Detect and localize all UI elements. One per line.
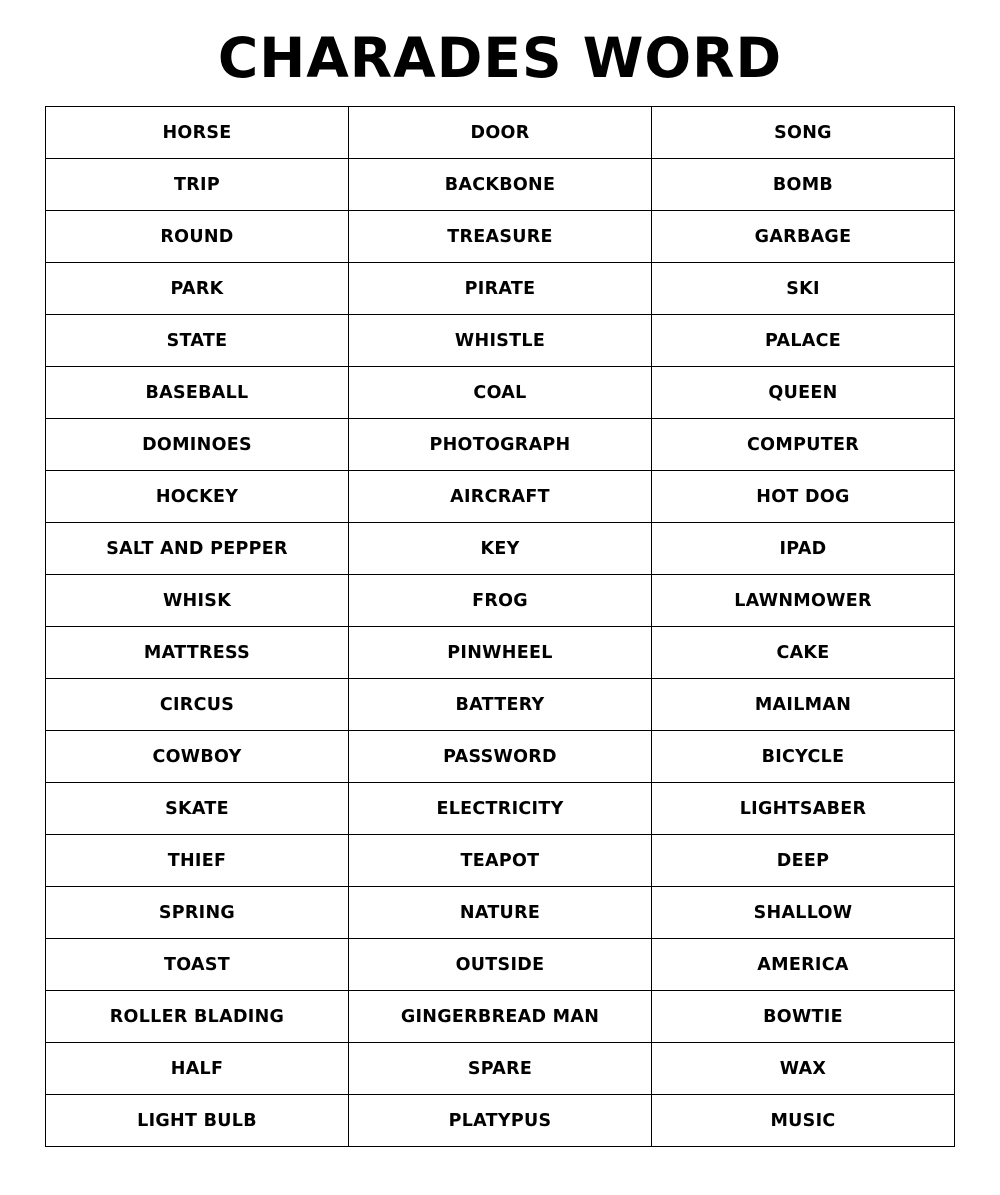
- word-cell: TREASURE: [348, 210, 652, 263]
- word-cell: GINGERBREAD MAN: [348, 990, 652, 1043]
- word-cell: QUEEN: [651, 366, 955, 419]
- table-row: PARK PIRATE SKI: [45, 262, 955, 315]
- word-cell: LIGHT BULB: [45, 1094, 349, 1147]
- word-cell: WAX: [651, 1042, 955, 1095]
- table-row: HALF SPARE WAX: [45, 1042, 955, 1095]
- word-cell: HALF: [45, 1042, 349, 1095]
- word-cell: COAL: [348, 366, 652, 419]
- word-cell: ELECTRICITY: [348, 782, 652, 835]
- word-cell: BATTERY: [348, 678, 652, 731]
- word-cell: SKI: [651, 262, 955, 315]
- word-cell: HOCKEY: [45, 470, 349, 523]
- word-cell: STATE: [45, 314, 349, 367]
- word-cell: SPRING: [45, 886, 349, 939]
- table-row: CIRCUS BATTERY MAILMAN: [45, 678, 955, 731]
- table-row: COWBOY PASSWORD BICYCLE: [45, 730, 955, 783]
- table-row: HORSE DOOR SONG: [45, 106, 955, 159]
- table-row: STATE WHISTLE PALACE: [45, 314, 955, 367]
- table-row: TOAST OUTSIDE AMERICA: [45, 938, 955, 991]
- word-cell: HOT DOG: [651, 470, 955, 523]
- word-cell: SONG: [651, 106, 955, 159]
- word-cell: MUSIC: [651, 1094, 955, 1147]
- word-cell: SHALLOW: [651, 886, 955, 939]
- word-cell: MAILMAN: [651, 678, 955, 731]
- word-cell: THIEF: [45, 834, 349, 887]
- word-cell: GARBAGE: [651, 210, 955, 263]
- word-cell: AIRCRAFT: [348, 470, 652, 523]
- table-row: HOCKEY AIRCRAFT HOT DOG: [45, 470, 955, 523]
- word-cell: LIGHTSABER: [651, 782, 955, 835]
- table-row: WHISK FROG LAWNMOWER: [45, 574, 955, 627]
- page-title: CHARADES WORD: [217, 26, 783, 90]
- word-cell: PALACE: [651, 314, 955, 367]
- word-cell: BASEBALL: [45, 366, 349, 419]
- word-cell: DEEP: [651, 834, 955, 887]
- table-row: DOMINOES PHOTOGRAPH COMPUTER: [45, 418, 955, 471]
- table-row: SALT AND PEPPER KEY IPAD: [45, 522, 955, 575]
- word-cell: ROLLER BLADING: [45, 990, 349, 1043]
- word-cell: SPARE: [348, 1042, 652, 1095]
- word-cell: COMPUTER: [651, 418, 955, 471]
- word-cell: COWBOY: [45, 730, 349, 783]
- table-row: SPRING NATURE SHALLOW: [45, 886, 955, 939]
- word-cell: AMERICA: [651, 938, 955, 991]
- word-cell: PARK: [45, 262, 349, 315]
- word-cell: BACKBONE: [348, 158, 652, 211]
- word-cell: NATURE: [348, 886, 652, 939]
- word-cell: DOOR: [348, 106, 652, 159]
- word-cell: TRIP: [45, 158, 349, 211]
- word-cell: CAKE: [651, 626, 955, 679]
- word-cell: ROUND: [45, 210, 349, 263]
- word-cell: WHISTLE: [348, 314, 652, 367]
- word-cell: FROG: [348, 574, 652, 627]
- table-row: ROLLER BLADING GINGERBREAD MAN BOWTIE: [45, 990, 955, 1043]
- word-cell: PINWHEEL: [348, 626, 652, 679]
- word-cell: WHISK: [45, 574, 349, 627]
- word-cell: DOMINOES: [45, 418, 349, 471]
- word-cell: SKATE: [45, 782, 349, 835]
- word-cell: PIRATE: [348, 262, 652, 315]
- word-cell: PASSWORD: [348, 730, 652, 783]
- word-cell: MATTRESS: [45, 626, 349, 679]
- word-cell: BICYCLE: [651, 730, 955, 783]
- word-cell: LAWNMOWER: [651, 574, 955, 627]
- word-cell: TOAST: [45, 938, 349, 991]
- table-row: SKATE ELECTRICITY LIGHTSABER: [45, 782, 955, 835]
- word-cell: CIRCUS: [45, 678, 349, 731]
- word-cell: SALT AND PEPPER: [45, 522, 349, 575]
- word-cell: PHOTOGRAPH: [348, 418, 652, 471]
- charades-word-table: HORSE DOOR SONG TRIP BACKBONE BOMB ROUND TREASU…: [45, 106, 955, 1147]
- table-row: LIGHT BULB PLATYPUS MUSIC: [45, 1094, 955, 1147]
- table-row: THIEF TEAPOT DEEP: [45, 834, 955, 887]
- table-row: TRIP BACKBONE BOMB: [45, 158, 955, 211]
- word-cell: IPAD: [651, 522, 955, 575]
- word-cell: BOMB: [651, 158, 955, 211]
- word-cell: OUTSIDE: [348, 938, 652, 991]
- word-cell: BOWTIE: [651, 990, 955, 1043]
- table-row: MATTRESS PINWHEEL CAKE: [45, 626, 955, 679]
- table-row: ROUND TREASURE GARBAGE: [45, 210, 955, 263]
- word-cell: PLATYPUS: [348, 1094, 652, 1147]
- word-cell: TEAPOT: [348, 834, 652, 887]
- word-cell: HORSE: [45, 106, 349, 159]
- table-row: BASEBALL COAL QUEEN: [45, 366, 955, 419]
- word-cell: KEY: [348, 522, 652, 575]
